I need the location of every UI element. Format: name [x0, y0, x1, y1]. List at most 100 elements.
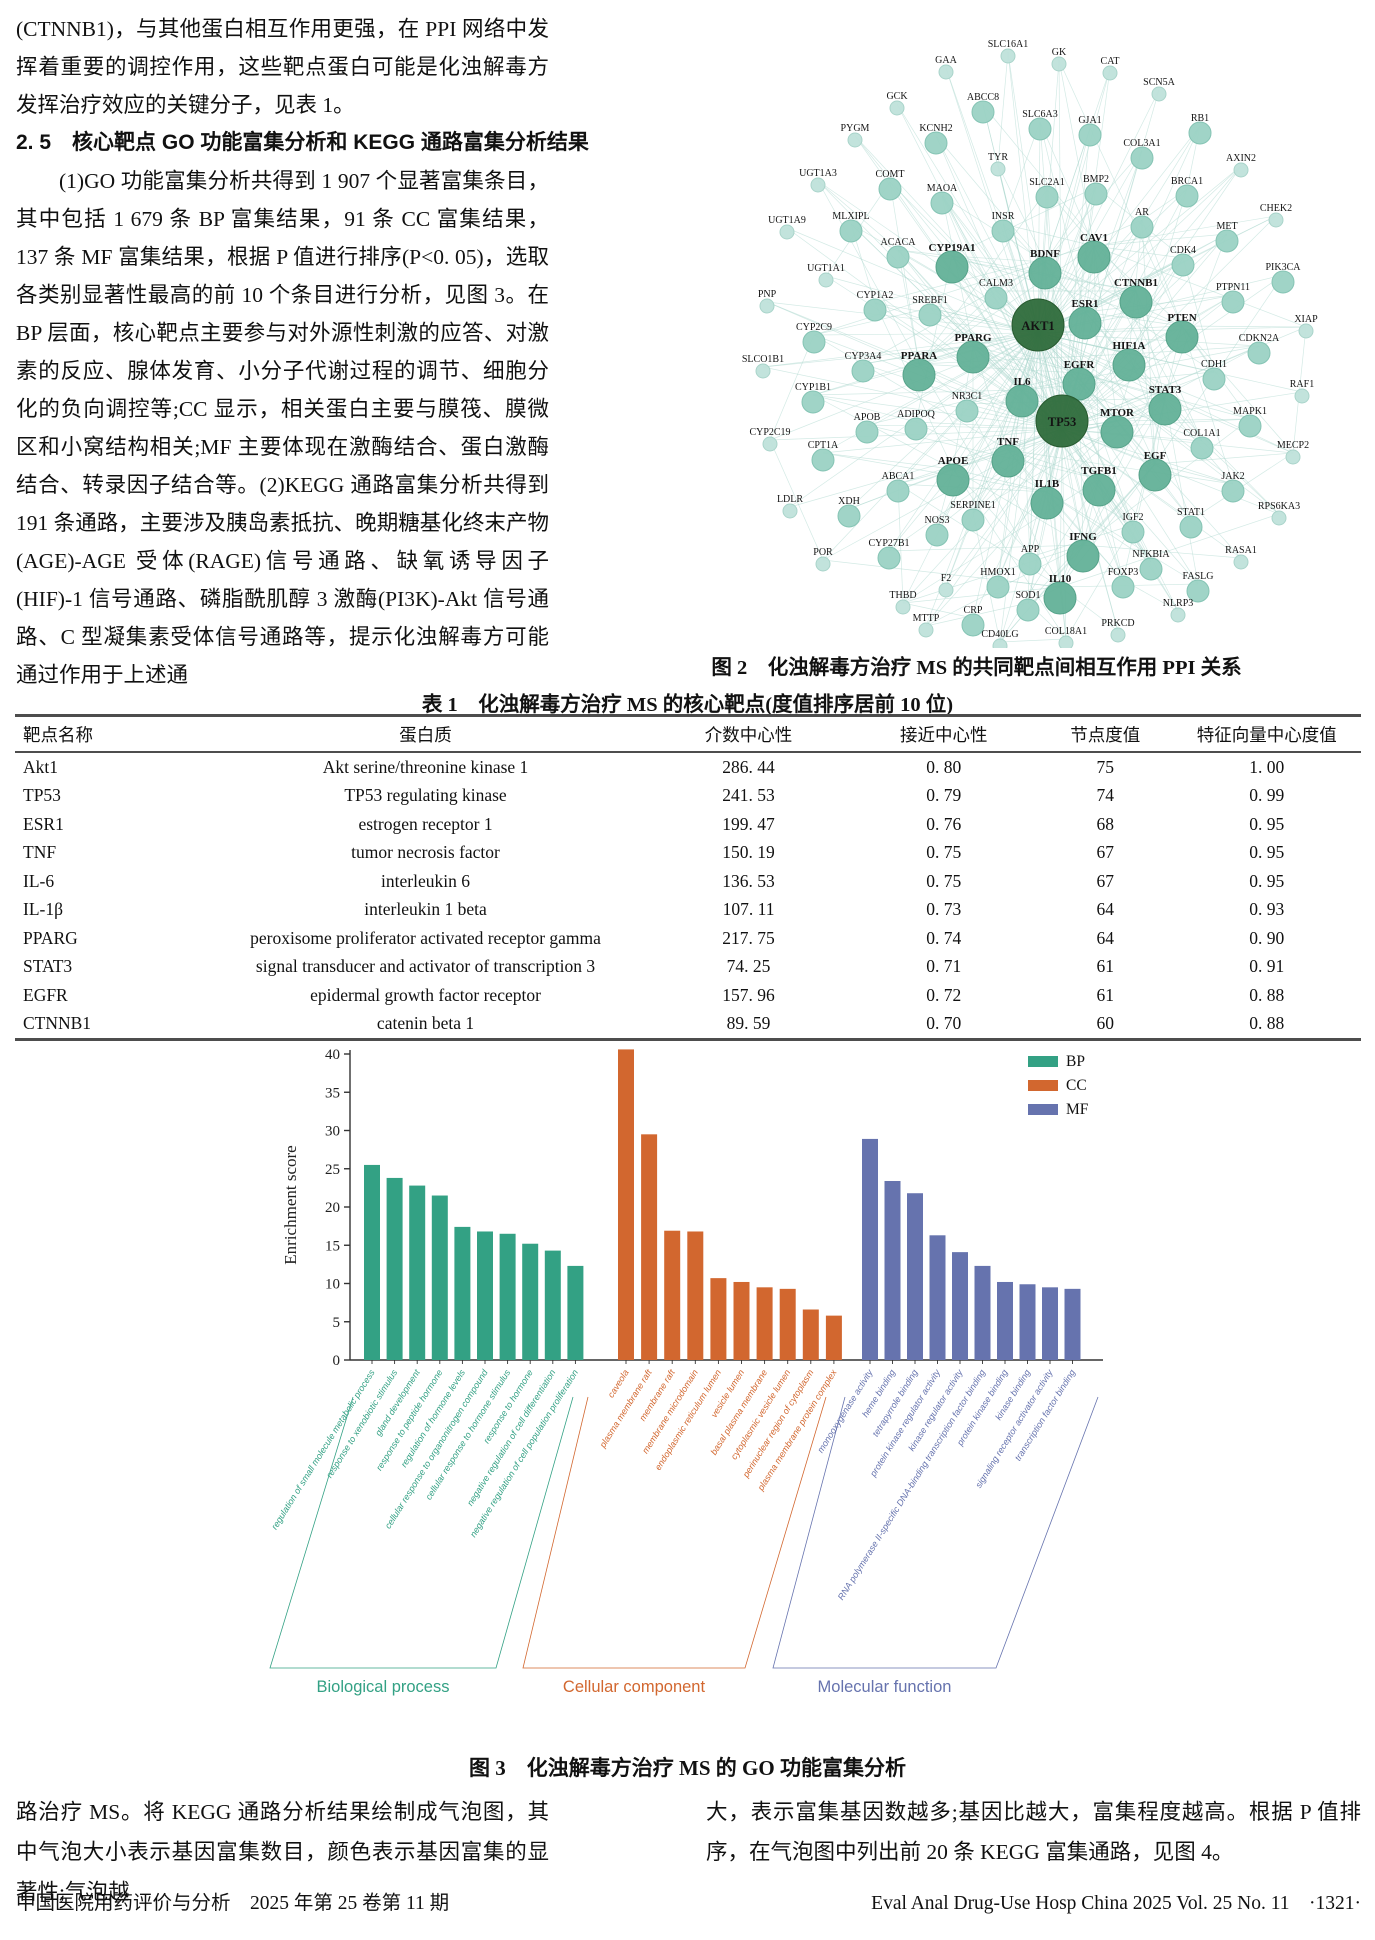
network-node-label: NOS3: [924, 515, 949, 526]
network-node-label: TNF: [997, 436, 1019, 448]
network-node-label: APP: [1021, 544, 1040, 555]
network-node-label: RAF1: [1290, 379, 1314, 390]
network-node-label: PRKCD: [1101, 618, 1134, 629]
network-node-label: BRCA1: [1171, 176, 1203, 187]
network-node-label: RB1: [1191, 113, 1209, 124]
table-cell: EGFR: [23, 984, 68, 1005]
network-node-label: CPT1A: [808, 440, 839, 451]
network-node-label: IFNG: [1069, 531, 1097, 543]
table-cell: 0. 80: [926, 756, 962, 777]
table-cell: epidermal growth factor receptor: [310, 984, 541, 1005]
network-node-label: MET: [1216, 221, 1237, 232]
network-node-label: MLXIPL: [832, 211, 869, 222]
network-node-label: UGT1A3: [799, 168, 837, 179]
network-node-label: MTTP: [913, 613, 940, 624]
network-node-label: ACACA: [880, 237, 916, 248]
table-column-header: 蛋白质: [203, 714, 648, 753]
table-cell: signal transducer and activator of trans…: [255, 956, 596, 977]
network-node-label: APOB: [854, 412, 881, 423]
network-node-label: RPS6KA3: [1258, 501, 1300, 512]
table-cell: Akt1: [23, 756, 58, 777]
network-node-label: IL1B: [1035, 478, 1060, 490]
network-node-label: SLCO1B1: [742, 354, 784, 365]
chart-legend: BP CC MF: [1028, 1053, 1089, 1118]
network-node-label: CTNNB1: [1114, 277, 1158, 289]
table-cell: 74: [1096, 785, 1114, 806]
svg-text:5: 5: [333, 1315, 341, 1331]
network-node-label: EGF: [1144, 450, 1167, 462]
table-row: PPARG peroxisome proliferator activated r…: [15, 924, 1361, 953]
table-column-header: 接近中心性: [849, 714, 1038, 753]
network-node-label: GCK: [886, 91, 908, 102]
svg-text:10: 10: [325, 1277, 340, 1293]
network-node-label: NFKBIA: [1132, 549, 1170, 560]
table-cell: 0. 99: [1249, 785, 1285, 806]
svg-text:20: 20: [325, 1200, 340, 1216]
network-node-label: XDH: [838, 496, 860, 507]
network-node-label: CRP: [964, 605, 983, 616]
network-node-label: COL1A1: [1183, 428, 1220, 439]
bottom-text-right: 大，表示富集基因数越多;基因比越大，富集程度越高。根据 P 值排序，在气泡图中列…: [706, 1800, 1361, 1864]
table-cell: 199. 47: [722, 813, 775, 834]
network-node-label: CYP19A1: [928, 242, 975, 254]
table-cell: 67: [1096, 842, 1114, 863]
table-cell: 0. 91: [1249, 956, 1285, 977]
network-node-label: PNP: [758, 289, 777, 300]
y-axis-label: Enrichment score: [281, 1145, 300, 1264]
network-node-label: COL3A1: [1123, 138, 1160, 149]
network-node-label: CYP1A2: [857, 290, 894, 301]
network-node-label: COL18A1: [1045, 626, 1087, 637]
core-targets-table-body: Akt1 Akt serine/threonine kinase 1 286. 44…: [15, 752, 1361, 1041]
table-column-header: 介数中心性: [647, 714, 850, 753]
network-node-label: CDKN2A: [1239, 333, 1280, 344]
table-cell: TP53 regulating kinase: [344, 785, 507, 806]
go-enrichment-chart: 0 5 10 15 20 25 30 35 40 Enrichment score regulati…: [269, 1047, 1103, 1696]
network-node-label: PTPN11: [1216, 282, 1250, 293]
left-text-column: (CTNNB1)，与其他蛋白相互作用更强，在 PPI 网络中发挥着重要的调控作用…: [16, 10, 589, 694]
network-node-label: CHEK2: [1260, 203, 1292, 214]
table-cell: 68: [1096, 813, 1114, 834]
table-cell: 89. 59: [647, 1009, 850, 1041]
network-node-label: SLC2A1: [1029, 177, 1065, 188]
core-targets-table-header: 靶点名称 蛋白质 介数中心性 接近中心性 节点度值 特征向量中心度值: [15, 714, 1361, 753]
network-node-label: SOD1: [1015, 590, 1040, 601]
network-node-label: COMT: [876, 169, 905, 180]
network-node-label: NLRP3: [1163, 598, 1194, 609]
network-node-label: PIK3CA: [1265, 262, 1301, 273]
table-row: IL-6 interleukin 6 136. 53 0. 75 67 0. 95: [15, 867, 1361, 896]
network-node-label: HIF1A: [1113, 340, 1146, 352]
network-node-label: LDLR: [777, 494, 803, 505]
table-row: EGFR epidermal growth factor receptor 157.…: [15, 981, 1361, 1010]
table-cell: 0. 73: [926, 899, 962, 920]
table-cell: 0. 88: [1249, 984, 1285, 1005]
table-cell: 60: [1037, 1009, 1173, 1041]
network-node-label: CAT: [1101, 56, 1120, 67]
table-cell: IL-1β: [23, 899, 63, 920]
svg-text:35: 35: [325, 1085, 340, 1101]
network-node-label: KCNH2: [919, 123, 952, 134]
network-node-label: SERPINE1: [950, 500, 996, 511]
table-cell: 64: [1096, 927, 1114, 948]
table-cell: 0. 70: [849, 1009, 1038, 1041]
network-node-label: POR: [813, 547, 833, 558]
svg-text:15: 15: [325, 1238, 340, 1254]
table-cell: 0. 88: [1172, 1009, 1361, 1041]
svg-text:25: 25: [325, 1162, 340, 1178]
table-cell: 0. 95: [1249, 813, 1285, 834]
table-cell: 136. 53: [722, 870, 775, 891]
footer-journal-cn: 中国医院用药评价与分析 2025 年第 25 卷第 11 期: [16, 1893, 450, 1914]
table-cell: 64: [1096, 899, 1114, 920]
network-node-label: CALM3: [979, 278, 1013, 289]
table-row: TNF tumor necrosis factor 150. 19 0. 75 67 0.…: [15, 839, 1361, 868]
network-node-label: MTOR: [1100, 407, 1135, 419]
network-node-label: GAA: [935, 55, 957, 66]
svg-text:40: 40: [325, 1047, 340, 1063]
svg-text:0: 0: [333, 1353, 341, 1369]
network-node-label: CD40LG: [981, 629, 1018, 640]
network-node-label: APOE: [938, 455, 969, 467]
legend-entry-label: CC: [1066, 1077, 1087, 1094]
network-node-label: AR: [1135, 207, 1149, 218]
table-row: CTNNB1 catenin beta 1 89. 59 0. 70 60 0. 88: [15, 1009, 1361, 1041]
category-group-label: Molecular function: [818, 1678, 952, 1696]
paragraph-go-kegg: (1)GO 功能富集分析共得到 1 907 个显著富集条目，其中包括 1 679…: [16, 169, 549, 687]
